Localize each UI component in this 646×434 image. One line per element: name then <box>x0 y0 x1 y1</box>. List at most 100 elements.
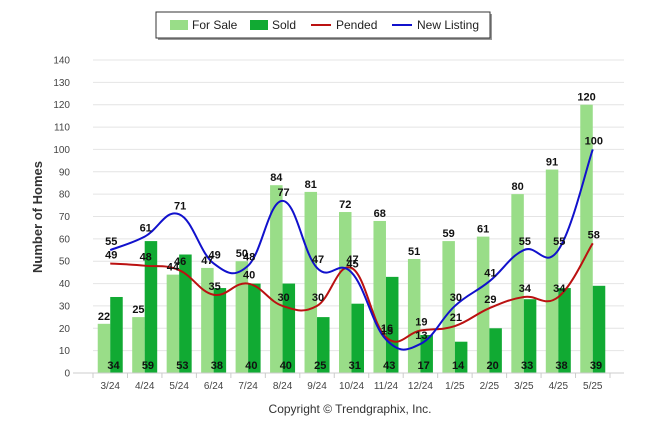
label-sold: 33 <box>521 360 533 372</box>
label-new-listing: 47 <box>312 254 324 266</box>
label-sold: 31 <box>349 360 361 372</box>
legend-label: Sold <box>272 18 296 32</box>
label-sold: 39 <box>590 360 602 372</box>
label-new-listing: 15 <box>381 325 393 337</box>
y-tick-label: 0 <box>64 369 70 380</box>
bar-sold <box>179 254 192 373</box>
y-tick-label: 140 <box>53 56 70 67</box>
label-new-listing: 30 <box>450 292 462 304</box>
label-for-sale: 91 <box>546 157 558 169</box>
y-tick-label: 60 <box>59 234 71 245</box>
bar-sold <box>523 299 537 373</box>
label-pended: 46 <box>174 256 186 268</box>
bar-sold <box>144 241 158 373</box>
label-pended: 58 <box>588 229 600 241</box>
label-new-listing: 48 <box>243 252 255 264</box>
label-pended: 30 <box>277 292 289 304</box>
x-tick-label: 4/25 <box>549 381 569 392</box>
x-tick-label: 5/25 <box>583 381 603 392</box>
x-tick-label: 4/24 <box>135 381 155 392</box>
x-tick-label: 5/24 <box>169 381 189 392</box>
label-for-sale: 47 <box>201 255 213 267</box>
label-sold: 17 <box>418 360 430 372</box>
y-tick-label: 20 <box>59 324 71 335</box>
y-tick-label: 80 <box>59 190 71 201</box>
label-sold: 43 <box>383 360 395 372</box>
legend: For Sale Sold Pended New Listing <box>155 11 492 40</box>
bar-sold <box>420 334 433 373</box>
label-sold: 53 <box>176 360 188 372</box>
x-tick-label: 3/25 <box>514 381 534 392</box>
label-for-sale: 51 <box>408 246 420 258</box>
label-sold: 40 <box>245 360 257 372</box>
y-axis-title: Number of Homes <box>30 161 45 273</box>
label-new-listing: 45 <box>346 258 358 270</box>
label-sold: 25 <box>314 360 326 372</box>
label-pended: 16 <box>381 323 393 335</box>
label-pended: 40 <box>243 270 255 282</box>
bar-for-sale <box>442 241 455 373</box>
y-tick-label: 70 <box>59 212 71 223</box>
line-pended <box>110 242 594 343</box>
label-for-sale: 84 <box>270 172 283 184</box>
label-new-listing: 71 <box>174 200 186 212</box>
label-sold: 38 <box>211 360 223 372</box>
bar-for-sale <box>545 169 559 373</box>
label-for-sale: 81 <box>305 179 317 191</box>
legend-swatch <box>250 20 268 30</box>
bar-for-sale <box>339 212 352 373</box>
bar-for-sale <box>270 185 283 373</box>
line-new-listing <box>109 149 594 351</box>
data-labels-layer: 22 25 44 47 50 84 81 72 68 51 59 61 80 91 120 34 59 53 38 4… <box>98 92 603 372</box>
bar-sold <box>317 317 330 373</box>
label-new-listing: 55 <box>553 236 565 248</box>
bars-layer <box>97 104 606 373</box>
label-new-listing: 100 <box>585 135 603 147</box>
bar-for-sale <box>580 104 593 373</box>
bar-for-sale <box>373 220 386 373</box>
label-for-sale: 61 <box>477 224 489 236</box>
label-pended: 34 <box>519 283 532 295</box>
label-new-listing: 55 <box>519 236 531 248</box>
label-for-sale: 22 <box>98 311 110 323</box>
label-sold: 38 <box>555 360 567 372</box>
label-pended: 30 <box>312 292 324 304</box>
label-new-listing: 41 <box>484 267 496 279</box>
label-sold: 40 <box>280 360 292 372</box>
x-tick-label: 1/25 <box>445 381 465 392</box>
label-new-listing: 13 <box>415 330 427 342</box>
bar-sold <box>558 288 571 373</box>
bar-sold <box>213 288 227 373</box>
bar-sold <box>592 285 606 373</box>
label-sold: 34 <box>107 360 120 372</box>
y-tick-label: 40 <box>59 279 71 290</box>
x-tick-label: 7/24 <box>238 381 258 392</box>
bar-for-sale <box>304 191 318 373</box>
x-tick-label: 8/24 <box>273 381 293 392</box>
bar-for-sale <box>476 236 490 373</box>
bar-sold <box>248 283 261 373</box>
bar-sold <box>454 341 468 373</box>
label-for-sale: 120 <box>577 92 595 104</box>
bar-sold <box>385 276 399 373</box>
x-tick-label: 3/24 <box>100 381 120 392</box>
bar-sold <box>489 328 502 373</box>
y-tick-label: 110 <box>54 123 70 134</box>
label-pended: 34 <box>553 283 566 295</box>
y-tick-label: 10 <box>59 346 71 357</box>
bar-for-sale <box>97 323 111 373</box>
x-tick-label: 9/24 <box>307 381 327 392</box>
label-pended: 19 <box>415 317 427 329</box>
label-for-sale: 68 <box>374 208 386 220</box>
bar-sold <box>110 296 123 373</box>
axis-layer: 0 10 20 30 40 50 60 70 80 90 100 110 120 130 140 3/24 4/… <box>53 56 624 392</box>
y-tick-label: 50 <box>59 257 71 268</box>
bar-for-sale <box>166 274 180 373</box>
label-new-listing: 49 <box>209 249 221 261</box>
legend-label: Pended <box>336 18 377 32</box>
x-tick-label: 6/24 <box>204 381 224 392</box>
x-tick-label: 10/24 <box>339 381 364 392</box>
label-for-sale: 44 <box>167 262 180 274</box>
